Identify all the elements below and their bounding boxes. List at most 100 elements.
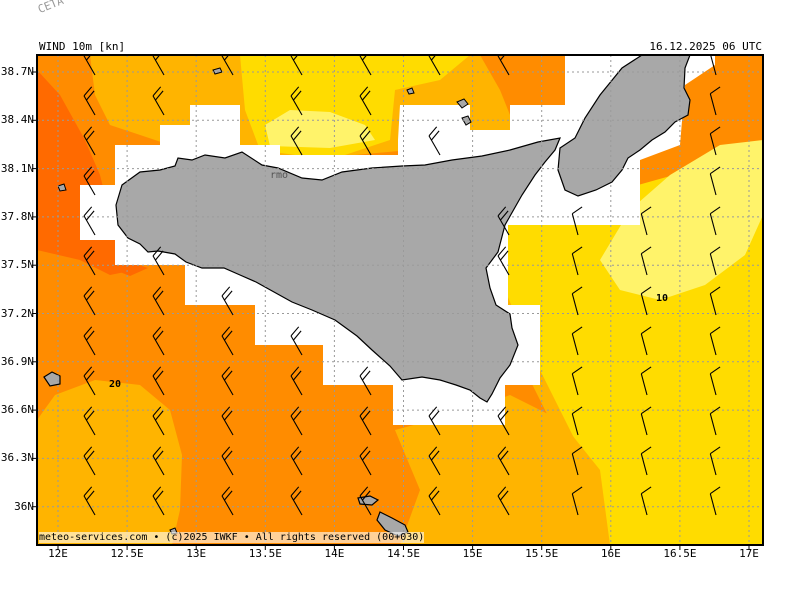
wind-barb xyxy=(709,406,721,436)
wind-barb xyxy=(359,446,372,476)
lon-tick-label: 14E xyxy=(324,547,345,560)
wind-barb xyxy=(359,366,372,396)
lat-tick-label: 36.6N xyxy=(0,403,34,417)
wind-barb xyxy=(290,86,303,116)
wind-barb xyxy=(571,366,583,396)
wind-barb xyxy=(83,366,96,396)
lat-tick-label: 36N xyxy=(14,499,34,513)
wind-barb xyxy=(152,86,165,116)
wind-barb xyxy=(290,486,303,516)
wind-barb xyxy=(221,446,234,476)
wind-barb xyxy=(221,326,234,356)
lat-tick-label: 37.8N xyxy=(0,209,34,223)
wind-barb xyxy=(497,486,510,516)
wind-barb xyxy=(571,286,583,316)
wind-barb xyxy=(571,406,583,436)
wind-barb xyxy=(221,486,234,516)
wind-barb xyxy=(640,246,652,276)
wind-barb xyxy=(497,446,510,476)
land-calabria xyxy=(557,55,691,197)
lat-tick-label: 36.9N xyxy=(0,354,34,368)
land-gozo xyxy=(357,495,380,506)
wind-barb xyxy=(359,126,372,156)
wind-barb xyxy=(359,486,372,516)
field-light-orange-southcenter xyxy=(395,395,610,545)
wind-barb xyxy=(497,406,510,436)
land-pantelleria xyxy=(43,371,61,387)
contour-label-20: 20 xyxy=(109,379,122,390)
place-label-palermo: rmo xyxy=(270,170,289,181)
wind-barb xyxy=(497,246,510,276)
wind-barb xyxy=(152,366,165,396)
wind-barb xyxy=(428,486,441,516)
wind-barb xyxy=(571,206,583,236)
land-aeolian-2 xyxy=(461,115,472,126)
wind-barb xyxy=(83,166,96,196)
lat-tick-label: 37.2N xyxy=(0,306,34,320)
wind-barb xyxy=(709,86,721,116)
wind-barb xyxy=(290,406,303,436)
lat-tick-label: 36.3N xyxy=(0,451,34,465)
wind-barb xyxy=(359,406,372,436)
wind-barb xyxy=(83,406,96,436)
lon-tick-label: 15E xyxy=(462,547,483,560)
wind-barb xyxy=(290,326,303,356)
wind-barb xyxy=(152,486,165,516)
wind-barb xyxy=(221,406,234,436)
contour-label-10: 10 xyxy=(656,293,669,304)
wind-barb xyxy=(221,286,234,316)
wind-barb xyxy=(640,326,652,356)
wind-barb xyxy=(571,446,583,476)
lon-tick-label: 16.5E xyxy=(663,547,697,560)
field-light-yellow-east xyxy=(600,140,763,300)
wind-barb xyxy=(83,206,96,236)
axis-ticks xyxy=(32,71,750,550)
wind-barb xyxy=(709,446,721,476)
land-aeolian-1 xyxy=(456,98,469,109)
wind-barb xyxy=(83,86,96,116)
lon-tick-label: 12.5E xyxy=(110,547,144,560)
lon-tick-label: 13E xyxy=(186,547,207,560)
lon-tick-label: 14.5E xyxy=(386,547,421,560)
wind-barb xyxy=(640,406,652,436)
wind-barb xyxy=(640,286,652,316)
wind-barb xyxy=(83,326,96,356)
wind-barb xyxy=(709,326,721,356)
lat-tick-label: 38.4N xyxy=(0,113,34,127)
lat-tick-label: 37.5N xyxy=(0,258,34,272)
copyright-footer: meteo-services.com • (c)2025 IWKF • All … xyxy=(39,532,425,543)
wind-barb xyxy=(152,446,165,476)
wind-barb xyxy=(709,486,721,516)
wind-barb xyxy=(640,486,652,516)
map-title: WIND 10m [kn] xyxy=(39,40,126,53)
wind-barb xyxy=(83,286,96,316)
wind-barb xyxy=(497,206,510,236)
wind-barb xyxy=(83,446,96,476)
wind-barb xyxy=(359,86,372,116)
wind-barb xyxy=(83,246,96,276)
wind-barb xyxy=(152,286,165,316)
wind-barb xyxy=(709,286,721,316)
wind-barb xyxy=(290,446,303,476)
land-aeolian-3 xyxy=(406,87,415,95)
lon-tick-label: 15.5E xyxy=(525,547,559,560)
wind-barb xyxy=(709,246,721,276)
wind-barb xyxy=(709,126,721,156)
land-sicily xyxy=(115,137,561,403)
wind-barb xyxy=(152,326,165,356)
wind-barbs xyxy=(83,55,721,516)
wind-barb xyxy=(290,126,303,156)
lat-tick-label: 38.7N xyxy=(0,65,34,78)
wind-barb xyxy=(640,206,652,236)
wind-barb xyxy=(571,246,583,276)
wind-barb xyxy=(571,326,583,356)
map-frame xyxy=(36,54,764,546)
wind-barb xyxy=(640,446,652,476)
wind-barb xyxy=(709,366,721,396)
lat-tick-label: 38.1N xyxy=(0,161,34,175)
wind-barb xyxy=(710,55,717,76)
land-egadi xyxy=(57,183,67,192)
wind-barb xyxy=(428,446,441,476)
wind-speed-field xyxy=(37,55,763,545)
